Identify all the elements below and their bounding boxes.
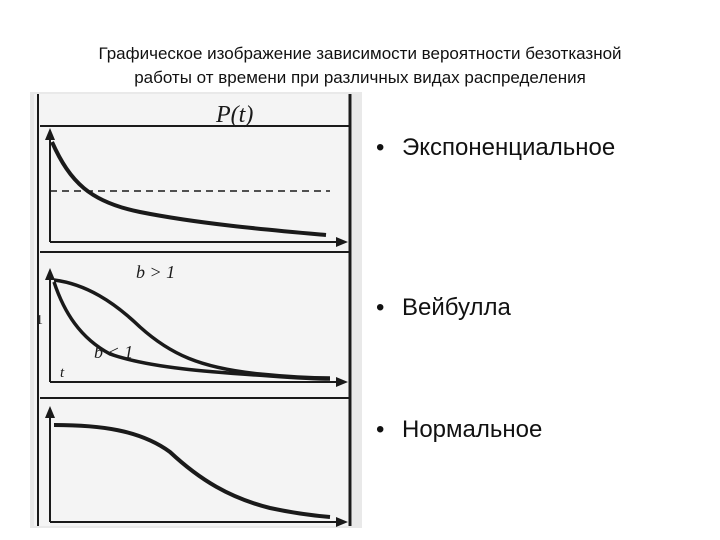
panel3-y-arrow-icon (45, 406, 55, 418)
bullet-dot-icon: • (376, 416, 385, 443)
panel1-label: P(t) (215, 102, 253, 128)
panel1-x-arrow-icon (336, 237, 348, 247)
normal-curve (53, 423, 331, 519)
bullet-exponential: • Экспоненциальное (376, 134, 615, 162)
bullet-weibull: • Вейбулла (376, 294, 511, 322)
slide-title-line2: работы от времени при различных видах ра… (134, 68, 586, 87)
panel-weibull: b > 1 b < 1 t 1 (36, 251, 350, 387)
weibull-curve-b-less-1 (52, 281, 331, 381)
distribution-list: • Экспоненциальное • Вейбулла • Нормальное (376, 0, 706, 540)
bullet-label-exponential: Экспоненциальное (402, 134, 616, 161)
panel2-label-upper: b > 1 (136, 262, 175, 282)
exponential-curve (50, 141, 327, 237)
bullet-label-normal: Нормальное (402, 416, 543, 443)
panel2-y-arrow-icon (45, 268, 55, 280)
panel2-x-arrow-icon (336, 377, 348, 387)
panel2-side-mark: 1 (36, 313, 43, 328)
bullet-normal: • Нормальное (376, 416, 542, 444)
distribution-figure: P(t) b > 1 b < 1 t 1 (30, 92, 362, 528)
panel2-axis-label: t (60, 365, 65, 381)
panel1-y-arrow-icon (45, 128, 55, 140)
scan-paper (34, 94, 352, 526)
slide-title-line1: Графическое изображение зависимости веро… (98, 44, 622, 63)
panel3-x-arrow-icon (336, 517, 348, 527)
slide-title: Графическое изображение зависимости веро… (0, 42, 720, 90)
panel-exponential: P(t) (40, 102, 350, 247)
bullet-label-weibull: Вейбулла (402, 294, 511, 321)
bullet-dot-icon: • (376, 134, 385, 161)
panel-normal (40, 397, 350, 527)
bullet-dot-icon: • (376, 294, 385, 321)
